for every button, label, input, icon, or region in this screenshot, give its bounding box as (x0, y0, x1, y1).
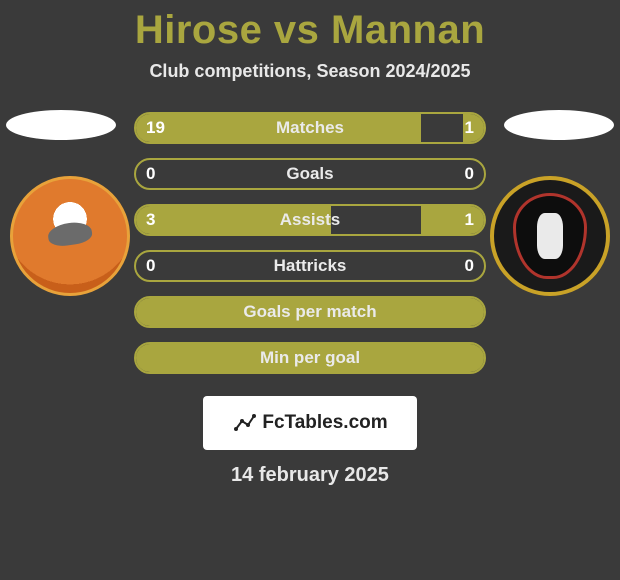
bar-value-left: 0 (136, 160, 165, 188)
team-right-badge-art (490, 176, 610, 296)
stats-bars: Matches191Goals00Assists31Hattricks00Goa… (134, 112, 486, 374)
chart-icon (232, 411, 256, 435)
stat-bar: Matches19 1 (134, 112, 486, 144)
bar-label: Matches (136, 114, 484, 142)
bar-value-right: 1 (455, 206, 484, 234)
stat-bar: Min per goal (134, 342, 486, 374)
page-title: Hirose vs Mannan (0, 0, 620, 53)
decor-ellipse-right (504, 110, 614, 140)
bar-value-right: 1 (455, 114, 484, 142)
match-date: 14 february 2025 (0, 464, 620, 487)
bar-value-right: 0 (455, 252, 484, 280)
bar-label: Min per goal (136, 344, 484, 372)
stat-bar: Goals per match (134, 296, 486, 328)
bar-value-left: 3 (136, 206, 165, 234)
bar-label: Goals per match (136, 298, 484, 326)
stat-bar: Assists3 1 (134, 204, 486, 236)
bar-value-left: 0 (136, 252, 165, 280)
fctables-logo: FcTables.com (203, 396, 417, 450)
bar-label: Hattricks (136, 252, 484, 280)
team-right-badge (490, 176, 610, 296)
bar-value-right: 0 (455, 160, 484, 188)
bar-value-left: 19 (136, 114, 175, 142)
team-left-badge-art (10, 176, 130, 296)
team-left-badge (10, 176, 130, 296)
bar-label: Goals (136, 160, 484, 188)
bar-label: Assists (136, 206, 484, 234)
subtitle: Club competitions, Season 2024/2025 (0, 61, 620, 82)
stat-bar: Hattricks0 0 (134, 250, 486, 282)
stat-bar: Goals0 0 (134, 158, 486, 190)
logo-text: FcTables.com (262, 412, 387, 434)
decor-ellipse-left (6, 110, 116, 140)
